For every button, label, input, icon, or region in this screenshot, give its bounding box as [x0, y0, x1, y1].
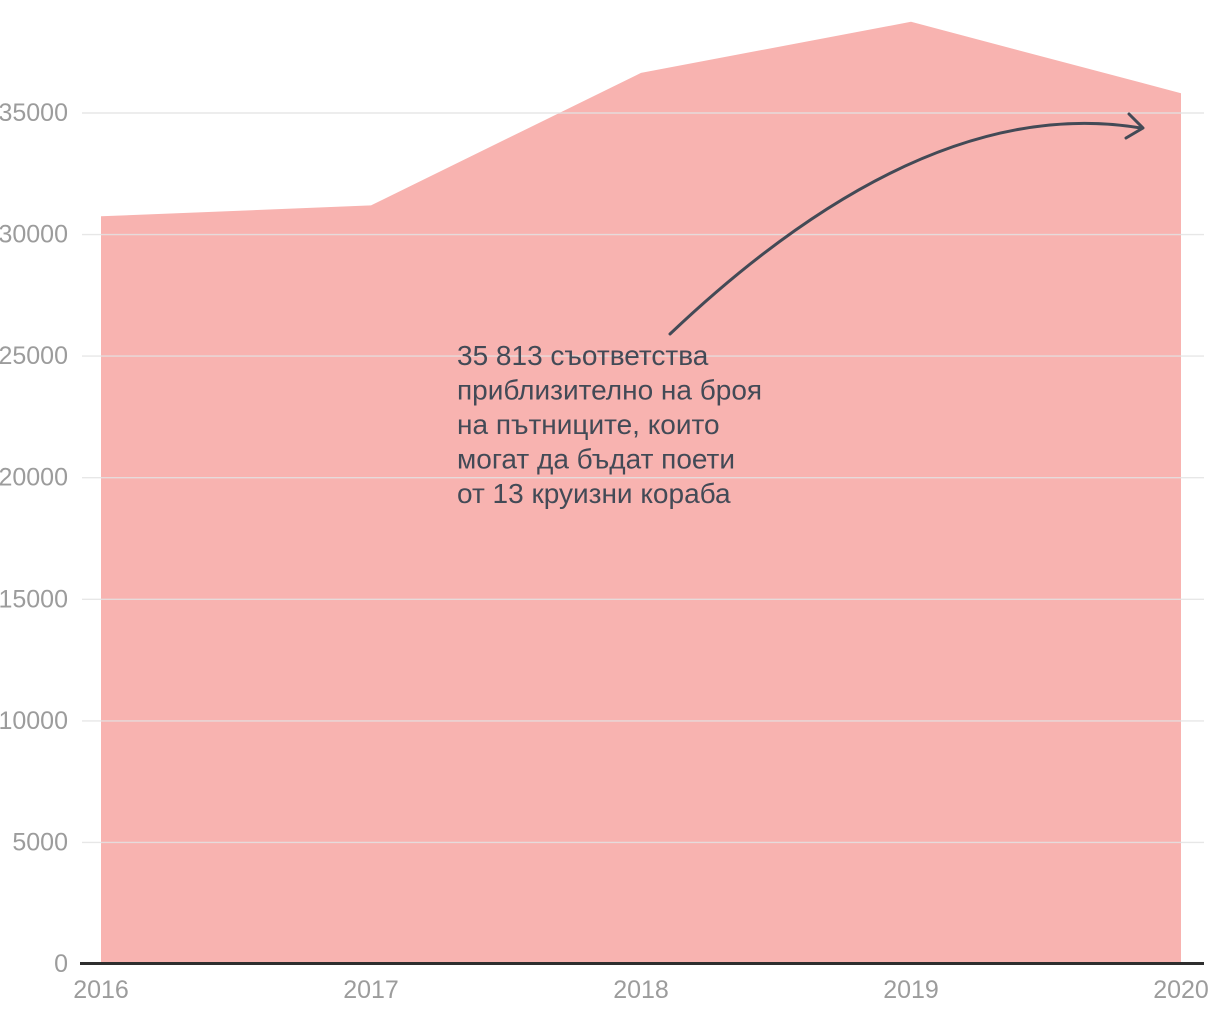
- y-tick-15000: 15000: [0, 585, 68, 613]
- x-tick-2020: 2020: [1153, 976, 1209, 1004]
- annotation-line: на пътниците, които: [457, 409, 720, 440]
- y-tick-20000: 20000: [0, 464, 68, 492]
- y-tick-25000: 25000: [0, 342, 68, 370]
- x-axis-tick-labels: 2016 2017 2018 2019 2020: [73, 976, 1209, 1004]
- y-tick-30000: 30000: [0, 221, 68, 249]
- y-tick-0: 0: [54, 950, 68, 978]
- y-tick-10000: 10000: [0, 707, 68, 735]
- annotation-line: приблизително на броя: [457, 375, 762, 406]
- annotation-line: от 13 круизни кораба: [457, 478, 731, 509]
- annotation-line: 35 813 съответства: [457, 340, 709, 371]
- x-tick-2017: 2017: [343, 976, 399, 1004]
- annotation-text: 35 813 съответства приблизително на броя…: [457, 340, 762, 509]
- annotation-line: могат да бъдат поети: [457, 444, 735, 475]
- y-tick-5000: 5000: [12, 828, 68, 856]
- annotation-arrow: [668, 121, 1143, 336]
- y-tick-35000: 35000: [0, 99, 68, 127]
- x-tick-2018: 2018: [613, 976, 669, 1004]
- x-tick-2019: 2019: [883, 976, 939, 1004]
- area-series-fill: [101, 21, 1181, 964]
- y-axis-tick-labels: 0 5000 10000 15000 20000 25000 30000 350…: [0, 99, 68, 978]
- gridlines: [82, 112, 1204, 844]
- x-tick-2016: 2016: [73, 976, 129, 1004]
- annotation-arrowhead-icon: [1124, 112, 1145, 140]
